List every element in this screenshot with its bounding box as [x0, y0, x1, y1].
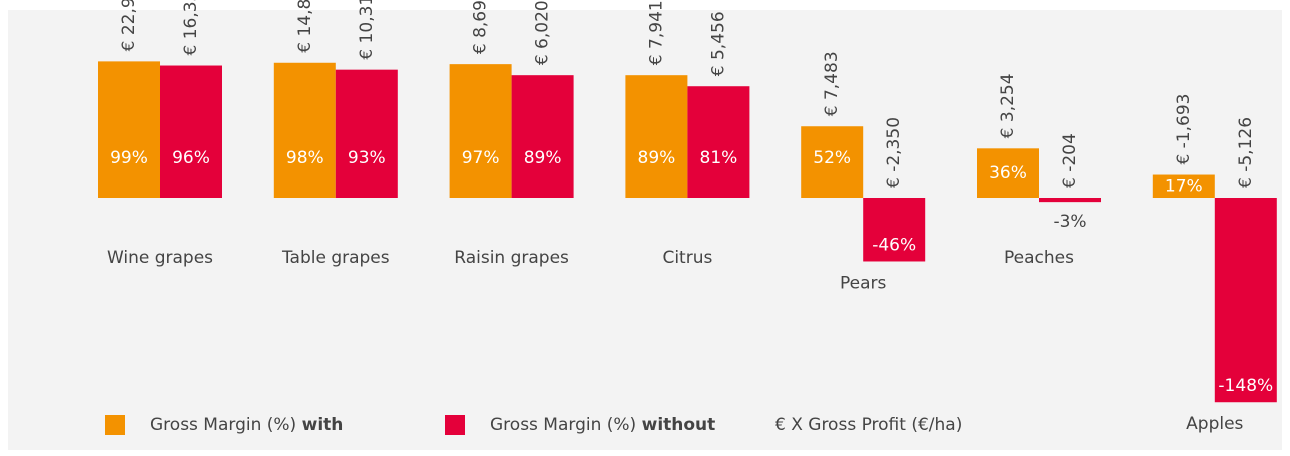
bar [687, 86, 750, 198]
profit-label: € -1,693 [1174, 94, 1194, 165]
value-label: -148% [1218, 376, 1273, 396]
bar [1152, 174, 1215, 198]
profit-label: € 22,979 [119, 0, 139, 51]
category-label: Apples [1186, 414, 1243, 434]
bar [1214, 198, 1277, 403]
legend-emphasis: with [302, 415, 344, 435]
profit-label: € -2,350 [884, 117, 904, 188]
value-label: 96% [172, 148, 210, 168]
category-label: Wine grapes [107, 248, 213, 268]
value-label: 89% [524, 148, 562, 168]
value-label: -3% [1053, 212, 1086, 232]
bar [335, 69, 398, 198]
legend-swatch [445, 415, 465, 435]
bar [1039, 198, 1101, 203]
bar [625, 75, 688, 198]
legend-label: € X Gross Profit (€/ha) [775, 415, 962, 435]
bar [863, 198, 926, 262]
value-label: 89% [638, 148, 676, 168]
profit-label: € 5,456 [708, 11, 728, 76]
profit-label: € 6,020 [533, 0, 553, 65]
profit-label: € 14,815 [295, 0, 315, 53]
value-label: 98% [286, 148, 324, 168]
category-label: Peaches [1004, 248, 1074, 268]
bar [160, 65, 222, 199]
profit-label: € 8,691 [471, 0, 491, 54]
legend-swatch [105, 415, 125, 435]
profit-label: € 7,483 [822, 51, 842, 116]
profit-label: € 3,254 [998, 73, 1018, 138]
value-label: 52% [813, 148, 851, 168]
category-label: Table grapes [281, 248, 390, 268]
bar [801, 126, 864, 198]
value-label: 81% [700, 148, 738, 168]
bar [449, 64, 512, 198]
category-label: Pears [840, 273, 887, 293]
value-label: -46% [872, 235, 916, 255]
legend-label: Gross Margin (%) with [150, 415, 343, 435]
profit-label: € 10,310 [357, 0, 377, 60]
profit-label: € 16,331 [181, 0, 201, 56]
value-label: 93% [348, 148, 386, 168]
legend-emphasis: without [642, 415, 716, 435]
bar [977, 148, 1039, 198]
value-label: 36% [989, 163, 1027, 183]
category-label: Citrus [662, 248, 712, 268]
profit-label: € -204 [1060, 133, 1080, 188]
bar [273, 62, 336, 199]
category-label: Raisin grapes [454, 248, 569, 268]
value-label: 17% [1165, 176, 1203, 196]
value-label: 97% [462, 148, 500, 168]
bar [98, 61, 160, 198]
profit-label: € 7,941 [646, 0, 666, 65]
value-label: 99% [110, 148, 148, 168]
profit-label: € -5,126 [1236, 117, 1256, 188]
legend-label: Gross Margin (%) without [490, 415, 715, 435]
bar [511, 75, 574, 198]
